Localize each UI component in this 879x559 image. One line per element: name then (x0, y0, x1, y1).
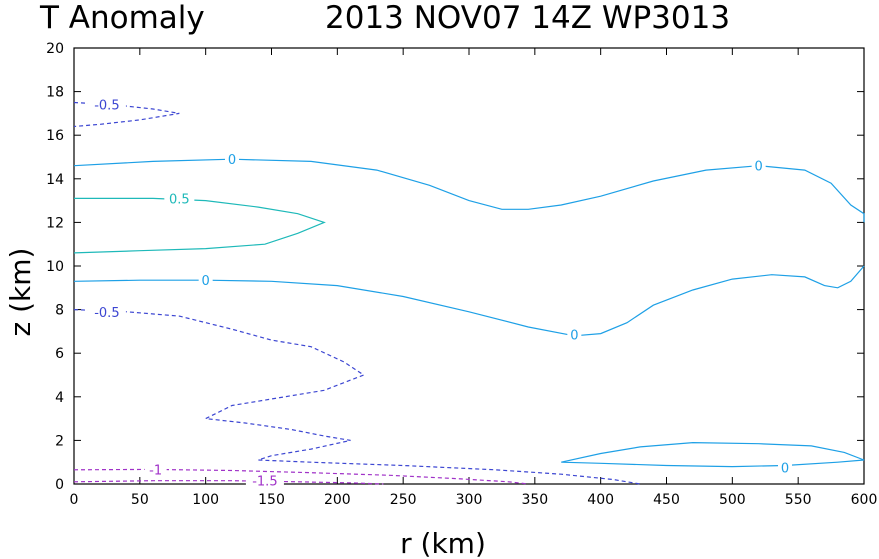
y-tick-label: 2 (55, 433, 64, 449)
x-tick-label: 200 (324, 492, 351, 508)
x-tick-label: 300 (456, 492, 483, 508)
contour-label: 0 (755, 160, 763, 175)
x-tick-label: 500 (719, 492, 746, 508)
x-tick-label: 550 (785, 492, 812, 508)
contour-label: -1 (149, 463, 162, 478)
contour-label-bg (87, 96, 126, 113)
contour-lines (73, 101, 865, 485)
contour-label: -1.5 (252, 475, 277, 490)
contour-labels: -0.5 0 0 0.5 0 0 -0.5 0 -1 -1.5 (87, 96, 792, 490)
contour-label-bg (198, 272, 213, 289)
contour-line (73, 309, 641, 485)
contour-label-bg (245, 472, 284, 489)
contour-line (73, 158, 865, 223)
contour-label-bg (164, 190, 195, 207)
contour-label: -0.5 (94, 99, 119, 114)
contour-label-bg (751, 157, 766, 174)
contour-label-bg (225, 151, 239, 168)
y-tick-label: 6 (55, 346, 64, 362)
chart-title-left: T Anomaly (39, 0, 205, 36)
contour-label-bg (567, 326, 582, 343)
x-axis: 0 50 100 150 200 250 300 350 400 450 500 550 600 (70, 48, 878, 508)
contour-label: 0.5 (169, 192, 190, 207)
contour-label-bg (144, 461, 167, 478)
y-tick-label: 0 (55, 477, 64, 493)
x-tick-label: 250 (390, 492, 417, 508)
x-axis-label: r (km) (400, 527, 486, 559)
y-axis-label: z (km) (4, 248, 37, 337)
plot-frame (73, 47, 865, 485)
contour-label: -0.5 (94, 306, 119, 321)
contour-label-bg (778, 459, 792, 476)
x-tick-label: 50 (131, 492, 149, 508)
contour-label: 0 (202, 274, 210, 289)
x-tick-label: 400 (587, 492, 614, 508)
contour-line (73, 197, 326, 254)
y-tick-label: 16 (46, 128, 64, 144)
x-tick-label: 600 (851, 492, 878, 508)
contour-label: 0 (228, 153, 236, 168)
contour-line (561, 441, 865, 468)
contour-line (73, 265, 865, 337)
contour-label-bg (87, 303, 126, 320)
contour-label: 0 (781, 462, 789, 477)
y-tick-label: 4 (55, 390, 64, 406)
contour-label: 0 (570, 329, 578, 344)
x-tick-label: 450 (653, 492, 680, 508)
chart-title-right: 2013 NOV07 14Z WP3013 (325, 0, 730, 36)
x-tick-label: 350 (521, 492, 548, 508)
y-tick-label: 10 (46, 259, 64, 275)
contour-line (73, 101, 180, 128)
y-tick-label: 12 (46, 215, 64, 231)
y-tick-label: 20 (46, 41, 64, 57)
y-tick-label: 14 (46, 172, 64, 188)
y-axis: 0 2 4 6 8 10 12 14 16 18 20 (46, 41, 864, 493)
y-tick-label: 18 (46, 85, 64, 101)
x-tick-label: 100 (192, 492, 219, 508)
x-tick-label: 0 (70, 492, 79, 508)
x-tick-label: 150 (258, 492, 285, 508)
y-tick-label: 8 (55, 303, 64, 319)
